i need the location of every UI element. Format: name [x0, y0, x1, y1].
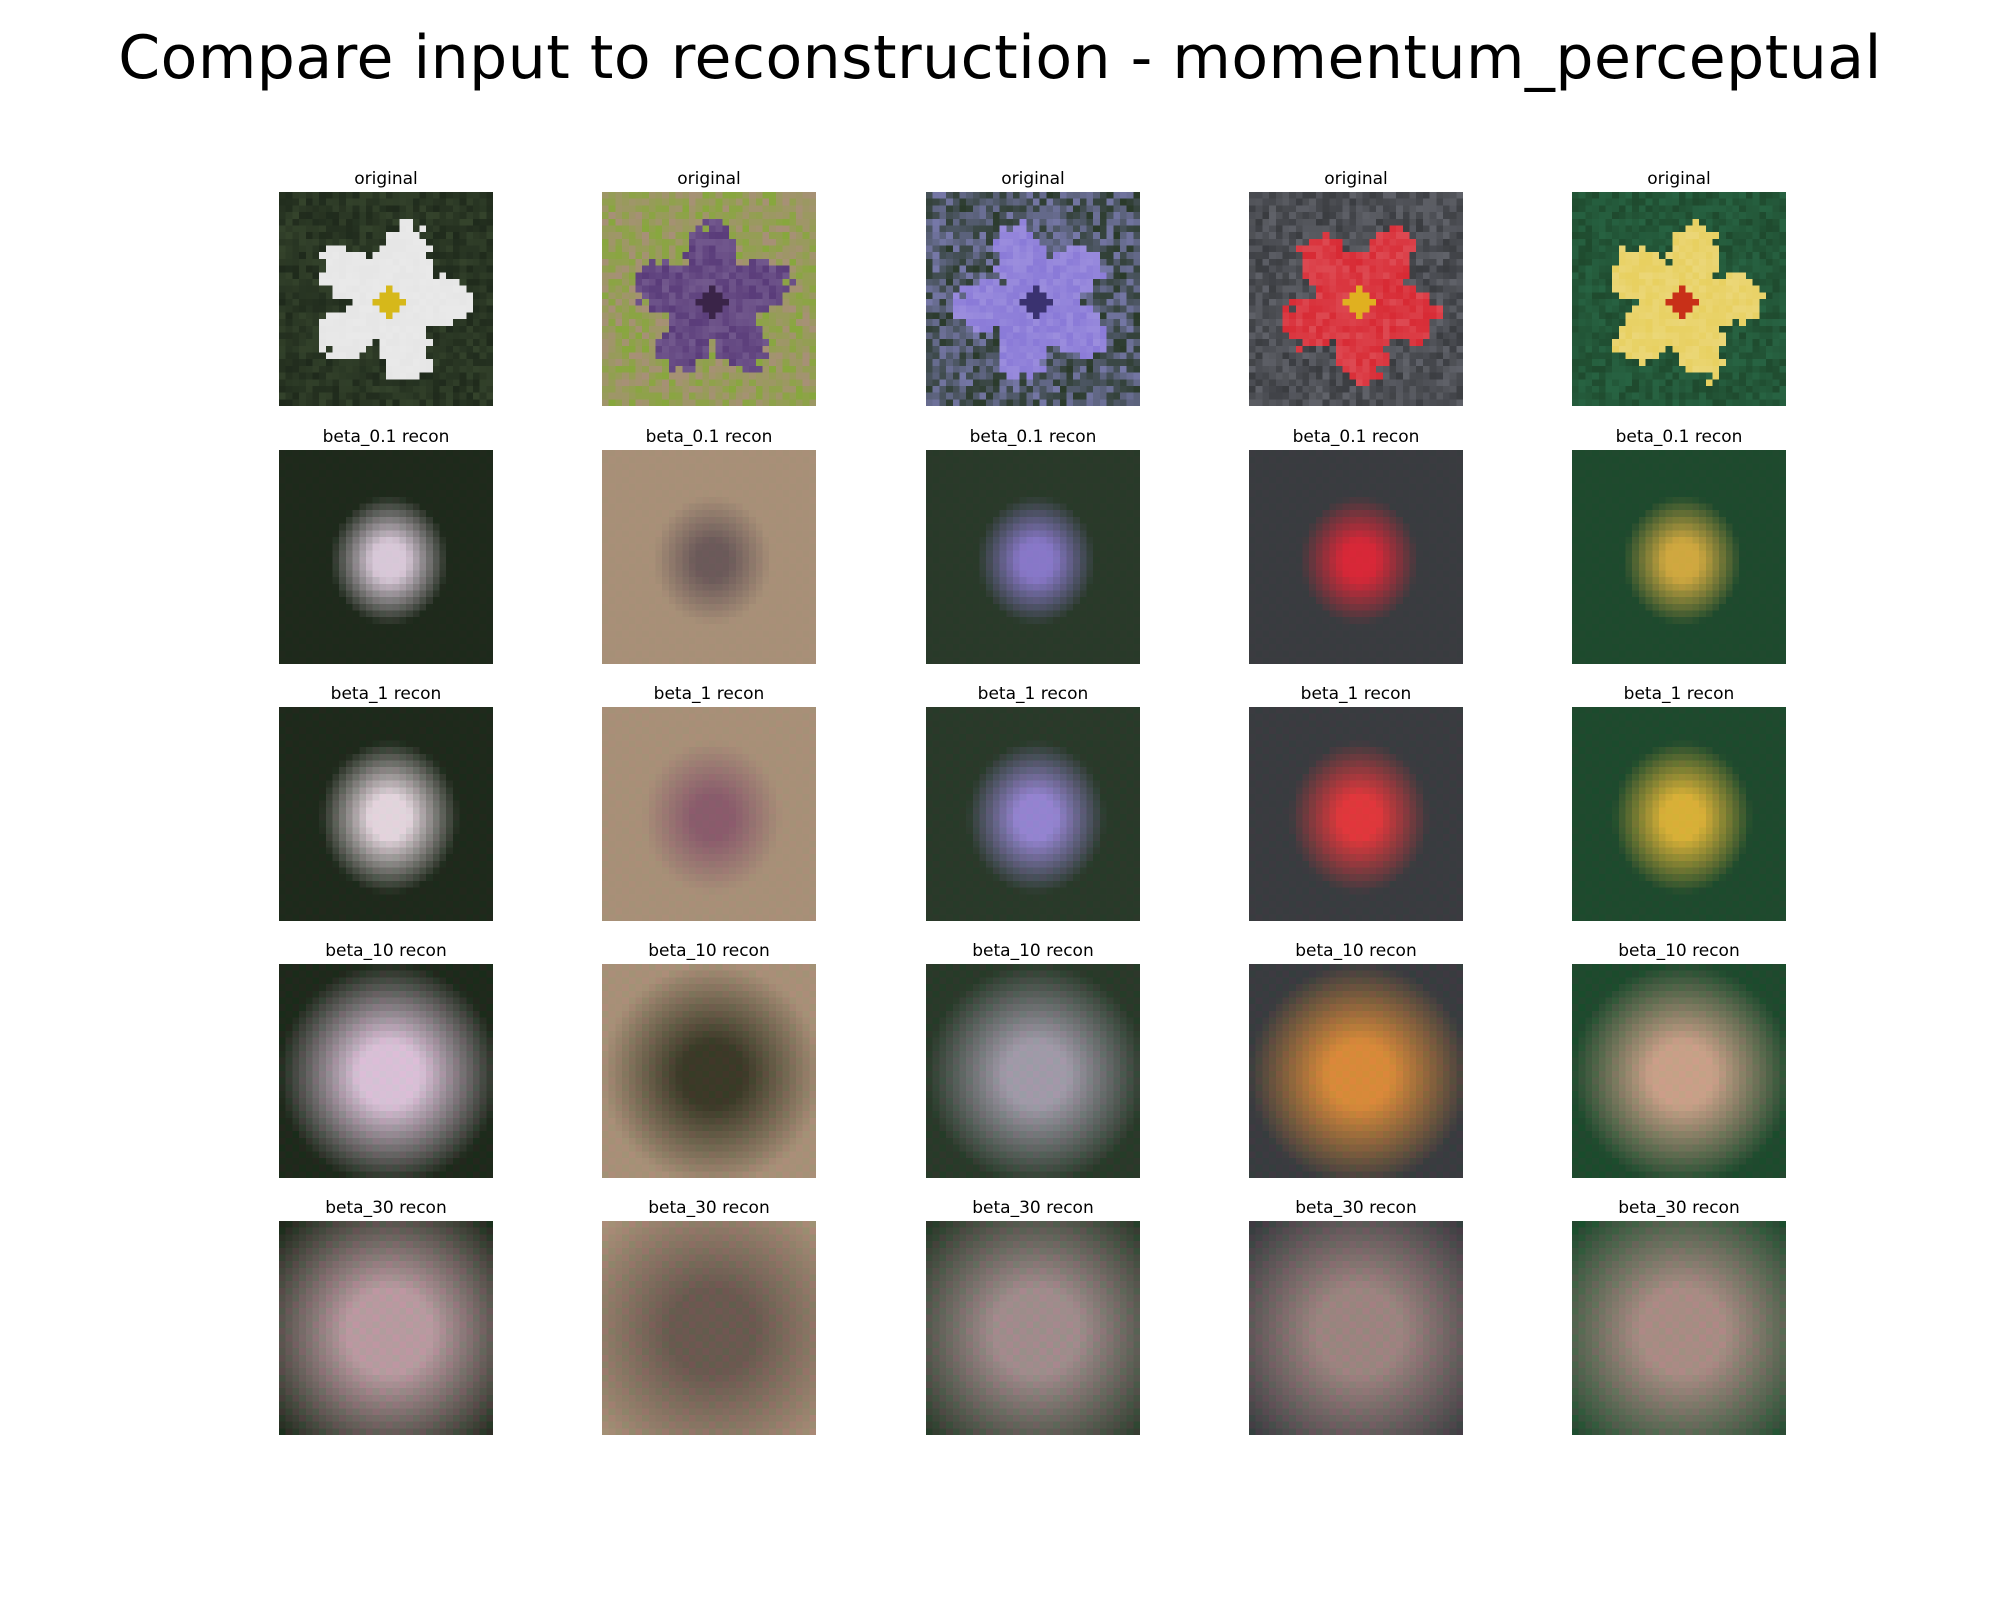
panel-label: beta_10 recon [325, 941, 447, 961]
panel-label: beta_0.1 recon [1615, 427, 1743, 447]
panel-label: beta_30 recon [1618, 1198, 1740, 1218]
panel-label: beta_10 recon [648, 941, 770, 961]
reconstruction-image [1249, 1221, 1463, 1435]
reconstruction-image [602, 1221, 816, 1435]
reconstruction-image [926, 450, 1140, 664]
original-flower-image [602, 192, 816, 406]
panel-label: beta_1 recon [1300, 684, 1412, 704]
reconstruction-image [1249, 450, 1463, 664]
figure-title: Compare input to reconstruction - moment… [118, 23, 1882, 93]
panel-label: original [354, 169, 418, 189]
reconstruction-image [279, 450, 493, 664]
panel-label: beta_30 recon [325, 1198, 447, 1218]
panel-label: beta_30 recon [1295, 1198, 1417, 1218]
panel-label: beta_10 recon [1618, 941, 1740, 961]
reconstruction-image [926, 707, 1140, 921]
original-flower-image [1249, 192, 1463, 406]
reconstruction-image [279, 1221, 493, 1435]
original-flower-image [279, 192, 493, 406]
reconstruction-image [602, 964, 816, 1178]
original-flower-image [926, 192, 1140, 406]
panel-label: beta_0.1 recon [322, 427, 450, 447]
panel-label: beta_30 recon [972, 1198, 1094, 1218]
panel-label: original [1324, 169, 1388, 189]
reconstruction-image [1249, 707, 1463, 921]
panel-label: original [677, 169, 741, 189]
panel-label: beta_1 recon [330, 684, 442, 704]
reconstruction-image [279, 707, 493, 921]
panel-label: beta_10 recon [1295, 941, 1417, 961]
panel-label: beta_0.1 recon [645, 427, 773, 447]
panel-label: beta_0.1 recon [969, 427, 1097, 447]
reconstruction-image [1572, 964, 1786, 1178]
reconstruction-image [1572, 1221, 1786, 1435]
reconstruction-image [602, 707, 816, 921]
panel-label: original [1001, 169, 1065, 189]
panel-label: beta_1 recon [1623, 684, 1735, 704]
panel-label: beta_1 recon [653, 684, 765, 704]
panel-label: beta_10 recon [972, 941, 1094, 961]
reconstruction-image [926, 964, 1140, 1178]
original-flower-image [1572, 192, 1786, 406]
panel-label: original [1647, 169, 1711, 189]
reconstruction-image [1249, 964, 1463, 1178]
reconstruction-image [1572, 707, 1786, 921]
panel-label: beta_1 recon [977, 684, 1089, 704]
reconstruction-image [926, 1221, 1140, 1435]
reconstruction-image [1572, 450, 1786, 664]
panel-label: beta_30 recon [648, 1198, 770, 1218]
panel-label: beta_0.1 recon [1292, 427, 1420, 447]
reconstruction-image [279, 964, 493, 1178]
reconstruction-image [602, 450, 816, 664]
